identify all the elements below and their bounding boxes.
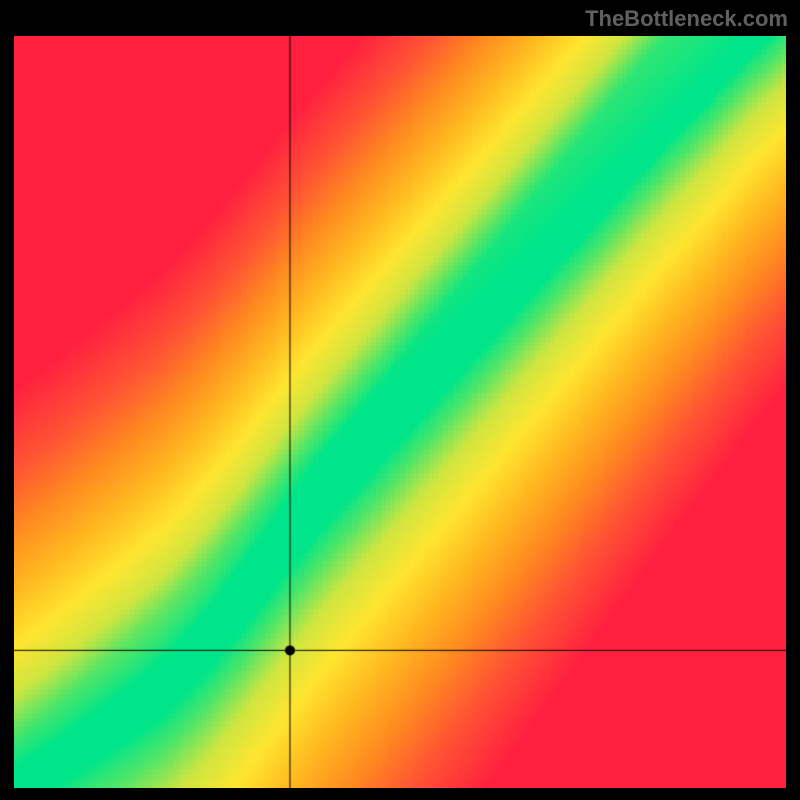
heatmap-canvas [14,36,786,788]
chart-container: TheBottleneck.com [0,0,800,800]
watermark-text: TheBottleneck.com [585,6,788,32]
plot-area [14,36,786,788]
